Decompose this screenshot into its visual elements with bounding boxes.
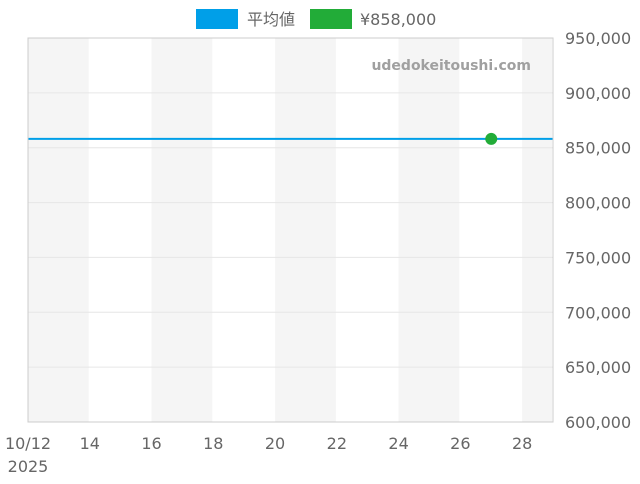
x-tick-label: 20 bbox=[265, 434, 285, 453]
legend-swatch-average[interactable] bbox=[196, 9, 238, 29]
x-year-label: 2025 bbox=[8, 457, 49, 476]
plot-frame bbox=[27, 37, 554, 423]
legend-swatch-price[interactable] bbox=[310, 9, 352, 29]
y-tick-label: 650,000 bbox=[565, 358, 631, 377]
y-tick-label: 900,000 bbox=[565, 84, 631, 103]
shaded-band bbox=[398, 38, 460, 422]
x-tick-label: 16 bbox=[141, 434, 161, 453]
y-tick-label: 600,000 bbox=[565, 413, 631, 432]
y-tick-label: 800,000 bbox=[565, 194, 631, 213]
legend-label-average[interactable]: 平均値 bbox=[247, 10, 295, 29]
y-tick-label: 700,000 bbox=[565, 303, 631, 322]
x-tick-label: 28 bbox=[512, 434, 532, 453]
watermark: udedokeitoushi.com bbox=[371, 58, 531, 74]
shaded-band bbox=[28, 38, 89, 422]
price-point bbox=[485, 132, 498, 145]
x-tick-label: 14 bbox=[80, 434, 100, 453]
x-tick-label: 24 bbox=[388, 434, 408, 453]
x-tick-label: 18 bbox=[203, 434, 223, 453]
x-tick-label: 22 bbox=[327, 434, 347, 453]
shaded-band bbox=[275, 38, 336, 422]
x-tick-label: 10/12 bbox=[5, 434, 51, 453]
y-tick-label: 850,000 bbox=[565, 139, 631, 158]
legend: 平均値 ¥858,000 bbox=[196, 9, 436, 29]
y-tick-label: 750,000 bbox=[565, 248, 631, 267]
shaded-band bbox=[522, 38, 552, 422]
legend-label-price[interactable]: ¥858,000 bbox=[360, 10, 436, 29]
y-tick-label: 950,000 bbox=[565, 29, 631, 48]
shaded-band bbox=[151, 38, 213, 422]
x-tick-label: 26 bbox=[450, 434, 470, 453]
